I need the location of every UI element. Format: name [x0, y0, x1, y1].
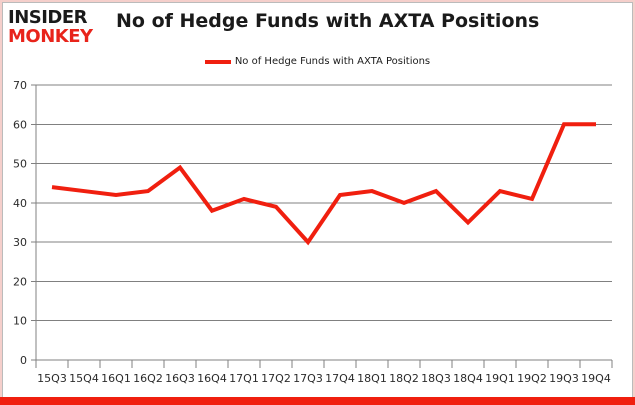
y-axis-tick-label: 70: [13, 79, 27, 92]
y-axis-tick-label: 20: [13, 275, 27, 288]
x-axis-tick-label: 19Q3: [549, 372, 579, 385]
bottom-accent-bar: [0, 397, 635, 405]
legend-item: No of Hedge Funds with AXTA Positions: [204, 56, 431, 67]
y-axis-tick-label: 60: [13, 118, 27, 131]
x-axis-tick-label: 18Q3: [421, 372, 451, 385]
x-axis-tick-label: 16Q2: [133, 372, 163, 385]
x-axis-tick-label: 16Q1: [101, 372, 131, 385]
x-axis-tick-labels: 15Q3 15Q4 16Q1 16Q2 16Q3 16Q4 17Q1 17Q2 17Q3 17Q4…: [37, 372, 611, 385]
y-axis-tick-label: 50: [13, 158, 27, 171]
x-axis-tick-label: 17Q4: [325, 372, 355, 385]
legend-item-label: No of Hedge Funds with AXTA Positions: [234, 56, 431, 67]
plot-area: 0 10 20 30 40 50 60 70 15Q3 15Q4 16Q1 16Q2 16Q3 16Q4…: [0, 78, 635, 398]
data-series-group: [51, 122, 596, 246]
x-axis-tick-label: 16Q3: [165, 372, 195, 385]
data-line-no-of-hedge-funds-with-axta-positions: [51, 122, 596, 246]
insider-monkey-logo: INSIDER MONKEY: [8, 8, 112, 46]
x-axis-tick-label: 16Q4: [197, 372, 227, 385]
y-axis-tick-labels: 0 10 20 30 40 50 60 70: [13, 79, 27, 367]
x-axis-tick-label: 18Q1: [357, 372, 387, 385]
x-axis-tick-label: 17Q2: [261, 372, 291, 385]
y-axis-tick-label: 10: [13, 315, 27, 328]
x-axis-tick-label: 19Q4: [581, 372, 611, 385]
x-axis-tick-label: 18Q2: [389, 372, 419, 385]
line-chart-svg: 0 10 20 30 40 50 60 70 15Q3 15Q4 16Q1 16Q2 16Q3 16Q4…: [13, 79, 613, 385]
x-axis-tick-label: 17Q3: [293, 372, 323, 385]
x-axis-tick-label: 15Q3: [37, 372, 67, 385]
logo-text-top: INSIDER: [8, 7, 88, 28]
x-axis-tick-label: 15Q4: [69, 372, 99, 385]
gridlines-group: [31, 84, 613, 368]
x-axis-tick-label: 19Q2: [517, 372, 547, 385]
y-axis-tick-label: 30: [13, 236, 27, 249]
chart-legend: No of Hedge Funds with AXTA Positions: [0, 56, 635, 67]
legend-color-swatch: [204, 59, 231, 64]
x-axis-tick-label: 18Q4: [453, 372, 483, 385]
y-axis-tick-label: 0: [20, 354, 27, 367]
x-axis-tick-label: 19Q1: [485, 372, 515, 385]
chart-header: INSIDER MONKEY No of Hedge Funds with AX…: [0, 0, 635, 52]
logo-text-bottom: MONKEY: [8, 26, 93, 47]
y-axis-tick-label: 40: [13, 197, 27, 210]
x-axis-tick-label: 17Q1: [229, 372, 259, 385]
page-title: No of Hedge Funds with AXTA Positions: [116, 10, 540, 32]
